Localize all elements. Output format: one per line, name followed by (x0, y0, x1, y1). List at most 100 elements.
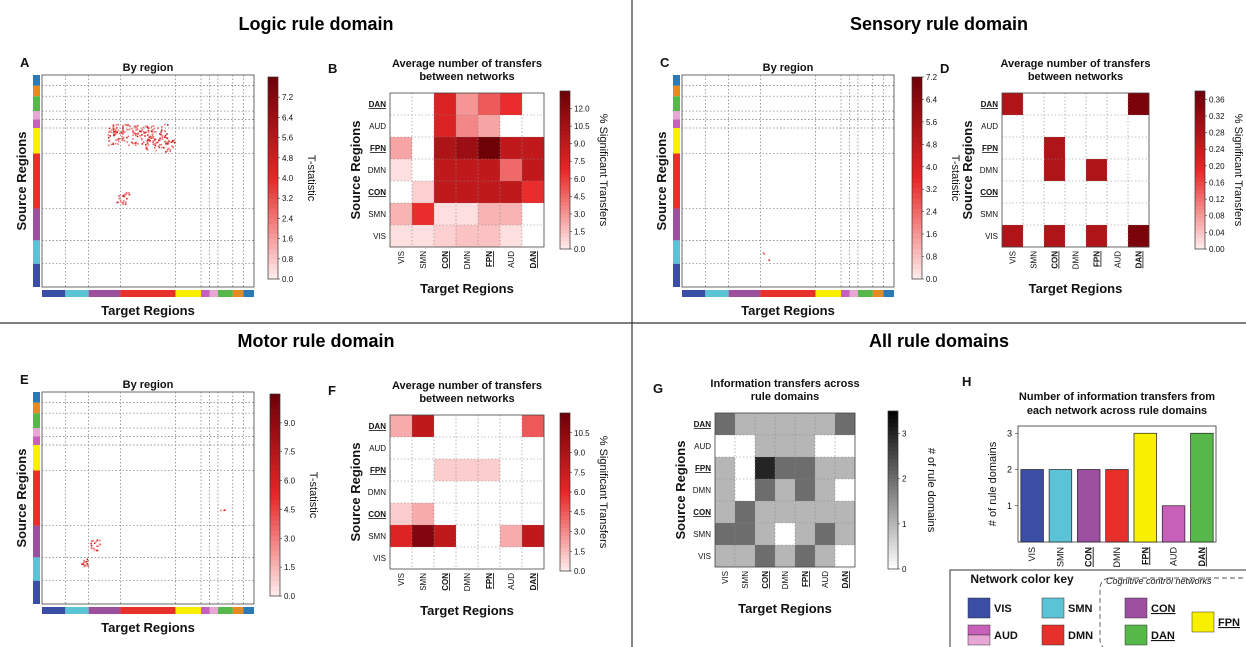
significant-cell (166, 133, 168, 135)
network-strip-left-fpn (33, 445, 40, 471)
heatmap-cell (1002, 181, 1024, 204)
significant-cell (121, 202, 123, 204)
significant-cell (160, 131, 162, 133)
network-color-key: Network color key Cognitive control netwo… (949, 569, 1246, 647)
heatmap-cell (1128, 93, 1150, 116)
significant-cell (174, 142, 176, 144)
colorbar-cell (888, 478, 898, 483)
significant-cell (82, 561, 85, 564)
x-tick-label: AUD (821, 571, 830, 588)
colorbar-tick-label: 0.20 (1209, 162, 1225, 171)
heatmap-cell (1128, 181, 1150, 204)
heatmap-cell (735, 413, 756, 436)
significant-cell (83, 565, 86, 568)
significant-cell (122, 124, 124, 127)
heatmap-cell (456, 115, 479, 138)
significant-cell (159, 137, 161, 140)
colorbar-cell (912, 268, 922, 275)
colorbar-cell (912, 183, 922, 189)
network-strip-left-aud2 (673, 111, 680, 120)
significant-cell (113, 131, 115, 133)
colorbar-cell (560, 98, 570, 104)
colorbar-cell (560, 559, 570, 564)
colorbar-cell (560, 413, 570, 418)
heatmap-cell (522, 181, 545, 204)
legend-swatch-dan (1124, 624, 1148, 646)
colorbar-cell (1195, 181, 1205, 187)
colorbar-cell (270, 590, 280, 597)
significant-cell (150, 130, 153, 133)
colorbar-tick-label: 0.0 (926, 275, 938, 284)
heatmap-cell (456, 547, 479, 570)
colorbar-tick-label: 6.4 (282, 113, 294, 122)
colorbar-tick-label: 3.0 (284, 534, 296, 543)
colorbar-label: % Significant Transfers (597, 114, 609, 227)
colorbar-cell (1195, 94, 1205, 100)
colorbar-cell (268, 152, 278, 159)
panel-letter-F: F (328, 383, 336, 398)
heatmap-cell (715, 545, 736, 568)
significant-cell (154, 144, 157, 147)
heatmap-cell (735, 545, 756, 568)
colorbar-cell (560, 245, 570, 250)
quadrant-title-logic: Logic rule domain (238, 14, 393, 34)
bar-fpn (1133, 432, 1157, 543)
significant-cell (155, 142, 157, 144)
x-axis-label: Target Regions (420, 281, 514, 296)
colorbar-cell (560, 197, 570, 202)
colorbar-tick-label: 2.4 (282, 214, 294, 223)
y-tick-label: FPN (695, 464, 711, 473)
x-axis-label: Target Regions (738, 601, 832, 616)
panel-letter-G: G (653, 381, 663, 396)
legend-label-dan: DAN (1151, 630, 1175, 642)
network-strip-bottom-org (872, 290, 884, 297)
colorbar-cell (268, 228, 278, 234)
quadrant-title-sensory: Sensory rule domain (850, 14, 1028, 34)
significant-cell (125, 192, 128, 195)
colorbar-cell (560, 146, 570, 151)
colorbar-cell (1195, 122, 1205, 127)
colorbar-cell (560, 193, 570, 199)
colorbar-cell (888, 438, 898, 443)
heatmap-cell (434, 547, 457, 570)
colorbar-cell (268, 142, 278, 149)
colorbar-cell (270, 565, 280, 572)
network-panel-title: rule domains (751, 391, 819, 403)
colorbar-cell (912, 248, 922, 255)
heatmap-cell (1128, 203, 1150, 226)
heatmap-cell (815, 523, 836, 546)
y-tick-label: AUD (694, 442, 711, 451)
significant-cell (147, 129, 150, 132)
colorbar-cell (888, 521, 898, 526)
heatmap-cell (478, 525, 501, 548)
significant-cell (161, 146, 163, 149)
heatmap-cell (456, 481, 479, 504)
legend-swatch-smn (1041, 597, 1065, 619)
colorbar-cell (268, 178, 278, 184)
significant-cell (109, 130, 111, 133)
colorbar-cell (560, 436, 570, 442)
region-matrix (41, 391, 255, 605)
network-panel-title: Average number of transfers (392, 380, 542, 392)
colorbar-cell (560, 456, 570, 461)
heatmap-cell (1107, 225, 1129, 248)
colorbar-cell (270, 454, 280, 461)
heatmap-cell (735, 457, 756, 480)
colorbar-cell (268, 162, 278, 169)
x-tick-label: AUD (507, 251, 516, 268)
significant-cell (144, 125, 147, 128)
network-strip-bottom-fpn (175, 607, 201, 614)
significant-cell (91, 547, 93, 550)
significant-cell (163, 146, 165, 149)
significant-cell (141, 134, 143, 136)
colorbar-cell (270, 560, 280, 567)
heatmap-cell (735, 523, 756, 546)
x-tick-label: DAN (1135, 251, 1144, 269)
colorbar (887, 410, 899, 570)
heatmap-cell (434, 159, 457, 182)
significant-cell (115, 132, 117, 134)
colorbar-cell (270, 495, 280, 501)
heatmap-cell (412, 203, 435, 226)
colorbar-cell (1195, 154, 1205, 159)
heatmap-cell (755, 523, 776, 546)
